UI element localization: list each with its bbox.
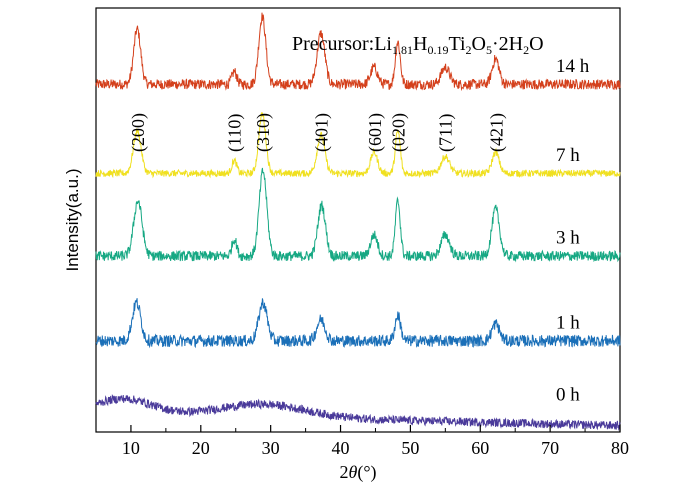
peak-label: (401) — [312, 113, 333, 152]
x-tick-label: 60 — [471, 438, 489, 458]
y-axis-title: Intensity(a.u.) — [63, 169, 82, 272]
peak-label: (110) — [224, 114, 245, 152]
series-line-3h — [95, 167, 621, 263]
series-label-1h: 1 h — [556, 312, 580, 333]
peak-label: (601) — [365, 113, 386, 152]
series-label-layer: 14 h 7 h 3 h 1 h 0 h — [556, 56, 590, 406]
peak-label-layer: (200) (110) (310) (401) (601) (020) (711) (421) — [128, 113, 507, 152]
peak-label: (310) — [253, 113, 274, 152]
tick-layer: 10 20 30 40 50 60 70 80 — [95, 425, 629, 458]
peak-label: (200) — [128, 113, 149, 152]
x-tick-label: 20 — [192, 438, 210, 458]
peak-label: (421) — [486, 113, 507, 152]
peak-label: (711) — [435, 114, 456, 152]
series-line-1h — [95, 298, 621, 349]
series-line-14h — [95, 12, 621, 92]
precursor-annotation: Precursor:Li1.81H0.19Ti2O5·2H2O — [292, 33, 544, 57]
x-tick-label: 50 — [401, 438, 419, 458]
x-axis-title: 2θ(°) — [339, 462, 376, 483]
plot-frame — [95, 7, 621, 433]
x-tick-label: 10 — [122, 438, 140, 458]
x-tick-label: 80 — [611, 438, 629, 458]
x-tick-label: 30 — [262, 438, 280, 458]
series-layer — [95, 12, 621, 431]
x-tick-label: 40 — [332, 438, 350, 458]
x-tick-label: 70 — [541, 438, 559, 458]
series-line-0h — [95, 393, 621, 431]
series-label-0h: 0 h — [556, 385, 580, 406]
series-label-7h: 7 h — [556, 145, 580, 166]
series-label-3h: 3 h — [556, 228, 580, 249]
series-line-7h — [95, 111, 621, 179]
peak-label: (020) — [389, 113, 410, 152]
series-label-14h: 14 h — [556, 56, 590, 77]
